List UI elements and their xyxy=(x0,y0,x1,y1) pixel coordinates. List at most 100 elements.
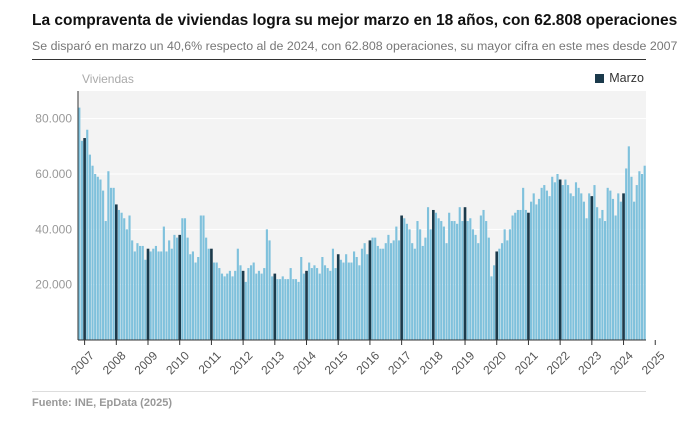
bar xyxy=(292,279,295,340)
bar xyxy=(424,237,427,340)
bar xyxy=(503,229,506,340)
bar xyxy=(128,215,131,340)
x-tick-label: 2015 xyxy=(322,348,351,377)
bar xyxy=(123,218,126,340)
bar-march xyxy=(558,179,562,340)
bar xyxy=(168,240,171,340)
x-tick-label: 2025 xyxy=(639,348,668,377)
bar xyxy=(99,179,102,340)
bar xyxy=(353,251,356,340)
bar xyxy=(376,245,379,340)
bar xyxy=(350,262,353,340)
bar xyxy=(297,281,300,340)
bar-march xyxy=(178,234,182,340)
bar xyxy=(411,243,414,340)
y-tick-label: 80.000 xyxy=(35,112,72,126)
bar xyxy=(342,262,345,340)
bar xyxy=(474,234,477,340)
bar xyxy=(236,248,239,340)
bar xyxy=(482,209,485,340)
bar xyxy=(413,248,416,340)
bar xyxy=(458,207,461,340)
bar xyxy=(102,190,105,340)
bar xyxy=(389,243,393,340)
bar xyxy=(207,248,210,340)
bar xyxy=(86,129,89,340)
bar xyxy=(572,196,575,340)
bar xyxy=(218,268,221,340)
footer-divider xyxy=(32,391,646,392)
bar xyxy=(194,262,197,340)
bar xyxy=(588,193,591,340)
bar xyxy=(469,218,472,340)
x-tick-label: 2021 xyxy=(512,348,541,377)
x-tick-label: 2013 xyxy=(258,348,287,377)
bar xyxy=(289,268,292,340)
bar xyxy=(165,251,168,340)
bar xyxy=(252,262,255,340)
bar xyxy=(157,251,160,340)
bar xyxy=(276,279,279,340)
bar xyxy=(205,237,208,340)
bar xyxy=(574,182,578,340)
bar xyxy=(379,248,382,340)
bar xyxy=(144,259,147,340)
bar xyxy=(408,229,411,340)
bar xyxy=(405,223,408,340)
bar-march xyxy=(305,270,308,340)
bar xyxy=(627,146,630,340)
x-tick-label: 2011 xyxy=(196,348,224,376)
bar xyxy=(321,257,324,340)
y-axis-label: Viviendas xyxy=(82,72,134,86)
bar xyxy=(197,257,200,340)
bar xyxy=(419,229,422,340)
bar xyxy=(91,165,94,340)
bar xyxy=(535,204,538,340)
bar xyxy=(537,198,541,340)
y-tick-label: 20.000 xyxy=(35,278,72,292)
bar xyxy=(215,262,218,340)
bar xyxy=(561,185,564,340)
chart-title: La compraventa de viviendas logra su mej… xyxy=(32,12,678,29)
bar xyxy=(202,215,205,340)
bar xyxy=(516,209,519,340)
bar xyxy=(556,174,559,340)
bar-march xyxy=(590,196,594,340)
bar xyxy=(109,187,113,340)
bar xyxy=(395,226,398,340)
source-note: Fuente: INE, EpData (2025) xyxy=(32,397,172,409)
bar xyxy=(630,176,633,340)
bar xyxy=(485,221,488,340)
y-tick-label: 40.000 xyxy=(35,222,72,236)
bar xyxy=(247,268,250,340)
bar xyxy=(434,212,438,340)
bar-march xyxy=(622,193,625,340)
bar xyxy=(619,201,622,340)
bar xyxy=(479,215,482,340)
y-tick-label: 60.000 xyxy=(35,167,72,181)
bar xyxy=(508,229,512,340)
bar xyxy=(231,276,234,340)
bar xyxy=(545,190,549,340)
bar xyxy=(437,218,440,340)
bar xyxy=(125,229,128,340)
x-tick-label: 2022 xyxy=(544,348,573,377)
bar xyxy=(257,270,261,340)
bar xyxy=(80,140,84,340)
bar xyxy=(371,237,374,340)
bar xyxy=(265,229,268,340)
bar-march xyxy=(400,215,403,340)
bar xyxy=(450,221,453,340)
bar xyxy=(279,279,282,340)
bar xyxy=(355,257,358,340)
x-tick-label: 2016 xyxy=(353,348,382,377)
legend-label-marzo: Marzo xyxy=(609,71,644,85)
bar xyxy=(416,221,419,340)
bar xyxy=(268,240,271,340)
bar xyxy=(611,198,615,340)
bar xyxy=(234,270,237,340)
bar xyxy=(294,279,298,340)
bar xyxy=(181,218,184,340)
bar xyxy=(551,176,554,340)
bar xyxy=(625,168,628,340)
